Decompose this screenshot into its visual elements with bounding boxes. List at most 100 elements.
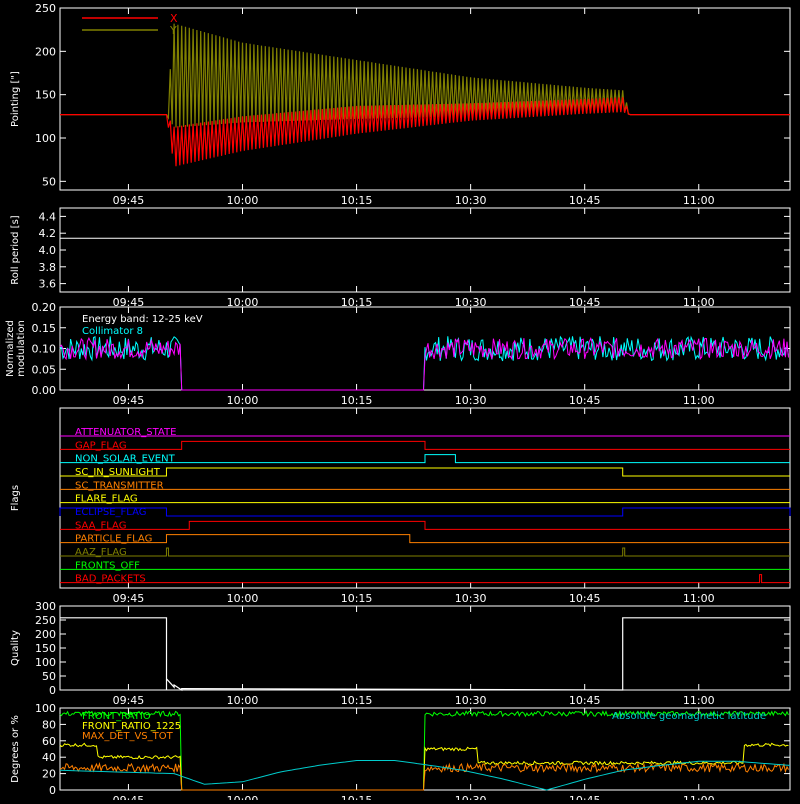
flag-label: SAA_FLAG bbox=[75, 520, 126, 531]
x-tick-label: 10:45 bbox=[569, 394, 601, 407]
x-tick-label: 10:30 bbox=[455, 194, 487, 207]
y-axis-label: modulation bbox=[16, 320, 27, 377]
x-tick-label: 10:30 bbox=[455, 592, 487, 605]
y-tick-label: 40 bbox=[42, 751, 56, 764]
legend-label: MAX_DET_VS_TOT bbox=[82, 731, 174, 742]
flag-label: GAP_FLAG bbox=[75, 440, 127, 451]
y-tick-label: 0.10 bbox=[32, 343, 57, 356]
flag-line bbox=[60, 467, 790, 477]
x-tick-label: 09:45 bbox=[113, 592, 145, 605]
x-tick-label: 10:45 bbox=[569, 694, 601, 707]
y-tick-label: 0 bbox=[49, 784, 56, 797]
x-tick-label: 09:45 bbox=[113, 794, 145, 800]
x-tick-label: 10:00 bbox=[227, 394, 259, 407]
legend-label: Y bbox=[169, 24, 177, 37]
x-tick-label: 10:15 bbox=[341, 296, 373, 309]
y-axis-label: Normalized bbox=[5, 320, 16, 377]
x-tick-label: 11:00 bbox=[683, 794, 715, 800]
x-tick-label: 10:00 bbox=[227, 194, 259, 207]
degree-series-3 bbox=[59, 760, 791, 791]
flag-line bbox=[59, 507, 791, 517]
y-tick-label: 200 bbox=[35, 45, 56, 58]
flag-label: BAD_PACKETS bbox=[75, 574, 146, 585]
quality-line bbox=[60, 617, 790, 692]
x-tick-label: 10:30 bbox=[455, 794, 487, 800]
series-line-x bbox=[60, 97, 790, 167]
y-tick-label: 50 bbox=[42, 175, 56, 188]
y-tick-label: 250 bbox=[35, 614, 56, 627]
y-tick-label: 4.2 bbox=[39, 227, 57, 240]
x-tick-label: 09:45 bbox=[113, 194, 145, 207]
y-tick-label: 150 bbox=[35, 89, 56, 102]
legend-label: Collimator 8 bbox=[82, 326, 143, 337]
x-tick-label: 10:15 bbox=[341, 394, 373, 407]
y-axis-label: Flags bbox=[10, 485, 21, 511]
legend-label: Energy band: 12-25 keV bbox=[82, 314, 203, 325]
y-tick-label: 0 bbox=[49, 684, 56, 697]
x-tick-label: 11:00 bbox=[683, 694, 715, 707]
y-tick-label: 4.0 bbox=[39, 244, 57, 257]
flag-label: SC_IN_SUNLIGHT bbox=[75, 467, 161, 478]
y-tick-label: 3.6 bbox=[39, 278, 57, 291]
y-tick-label: 0.15 bbox=[32, 322, 57, 335]
x-tick-label: 09:45 bbox=[113, 394, 145, 407]
y-tick-label: 100 bbox=[35, 132, 56, 145]
x-tick-label: 10:30 bbox=[455, 296, 487, 309]
flag-line bbox=[60, 520, 790, 530]
x-tick-label: 10:00 bbox=[227, 592, 259, 605]
y-tick-label: 0.00 bbox=[32, 384, 57, 397]
flag-label: PARTICLE_FLAG bbox=[75, 534, 152, 545]
modulation-series-1 bbox=[59, 337, 789, 391]
x-tick-label: 10:15 bbox=[341, 694, 373, 707]
flag-label: AAZ_FLAG bbox=[75, 547, 127, 558]
plot-frame bbox=[59, 207, 791, 293]
x-tick-label: 11:00 bbox=[683, 592, 715, 605]
legend-label: FRONT_RATIO_1225 bbox=[82, 721, 181, 732]
y-tick-label: 250 bbox=[35, 2, 56, 15]
x-tick-label: 11:00 bbox=[683, 296, 715, 309]
series-line-y bbox=[60, 23, 790, 128]
x-tick-label: 10:15 bbox=[341, 592, 373, 605]
y-tick-label: 200 bbox=[35, 628, 56, 641]
y-tick-label: 0.20 bbox=[32, 301, 57, 314]
flag-line bbox=[60, 454, 790, 464]
y-tick-label: 100 bbox=[35, 702, 56, 715]
x-tick-label: 10:00 bbox=[227, 794, 259, 800]
x-tick-label: 10:30 bbox=[455, 694, 487, 707]
flag-line bbox=[60, 574, 790, 584]
flag-line bbox=[60, 534, 790, 544]
flag-line bbox=[60, 440, 790, 450]
flag-label: FLARE_FLAG bbox=[75, 494, 138, 505]
x-tick-label: 09:45 bbox=[113, 694, 145, 707]
x-tick-label: 10:00 bbox=[227, 694, 259, 707]
flag-label: FRONTS_OFF bbox=[75, 560, 140, 571]
y-axis-label: Pointing ["] bbox=[10, 71, 21, 127]
y-tick-label: 50 bbox=[42, 670, 56, 683]
x-tick-label: 10:45 bbox=[569, 296, 601, 309]
x-tick-label: 10:45 bbox=[569, 794, 601, 800]
y-tick-label: 60 bbox=[42, 735, 56, 748]
y-axis-label: Quality bbox=[10, 630, 21, 666]
legend-label: FRONT_RATIO bbox=[82, 711, 151, 722]
y-axis-label: Roll period [s] bbox=[10, 215, 21, 284]
flag-label: ECLIPSE_FLAG bbox=[75, 507, 146, 518]
plot-frame bbox=[59, 707, 791, 791]
x-tick-label: 10:00 bbox=[227, 296, 259, 309]
y-axis-label: Degrees or % bbox=[10, 715, 21, 783]
legend-label: X bbox=[170, 12, 178, 25]
flag-label: SC_TRANSMITTER bbox=[75, 480, 164, 491]
y-tick-label: 150 bbox=[35, 642, 56, 655]
y-tick-label: 3.8 bbox=[39, 261, 57, 274]
x-tick-label: 10:45 bbox=[569, 194, 601, 207]
flag-label: ATTENUATOR_STATE bbox=[75, 427, 176, 438]
plot-frame bbox=[59, 7, 791, 191]
y-tick-label: 80 bbox=[42, 718, 56, 731]
x-tick-label: 09:45 bbox=[113, 296, 145, 309]
y-tick-label: 4.4 bbox=[39, 210, 57, 223]
x-tick-label: 11:00 bbox=[683, 194, 715, 207]
y-tick-label: 20 bbox=[42, 768, 56, 781]
y-tick-label: 0.05 bbox=[32, 363, 57, 376]
flag-line bbox=[60, 547, 790, 557]
